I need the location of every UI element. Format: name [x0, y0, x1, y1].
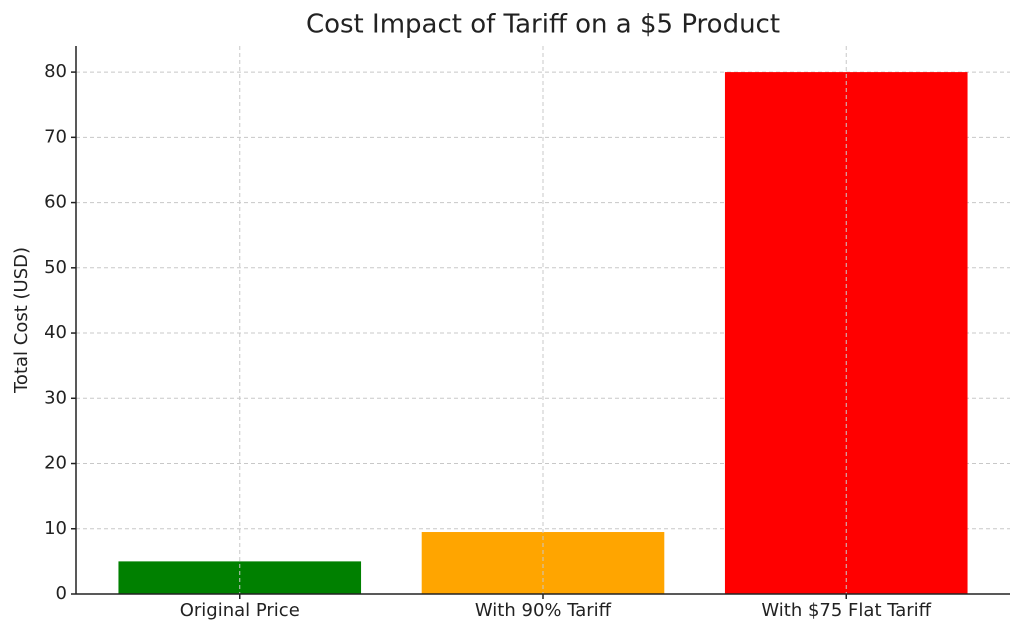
- y-tick-label: 10: [44, 518, 67, 539]
- y-tick-label: 70: [44, 126, 67, 147]
- chart-title: Cost Impact of Tariff on a $5 Product: [306, 10, 780, 40]
- x-tick-label: With 90% Tariff: [475, 600, 612, 621]
- y-tick-label: 60: [44, 192, 67, 213]
- x-tick-label: With $75 Flat Tariff: [761, 600, 931, 621]
- y-axis-label: Total Cost (USD): [11, 247, 32, 394]
- y-tick-label: 20: [44, 453, 67, 474]
- bar: [421, 532, 665, 594]
- x-tick-label: Original Price: [180, 600, 300, 621]
- y-tick-label: 80: [44, 61, 67, 82]
- y-tick-label: 50: [44, 257, 67, 278]
- y-tick-label: 0: [56, 583, 67, 604]
- y-tick-label: 40: [44, 322, 67, 343]
- y-tick-label: 30: [44, 387, 67, 408]
